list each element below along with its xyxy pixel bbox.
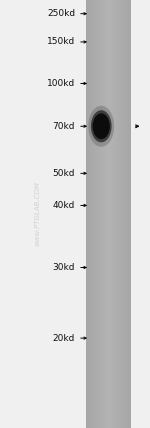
Text: 150kd: 150kd [47,37,75,47]
Text: 100kd: 100kd [47,79,75,88]
Text: 70kd: 70kd [52,122,75,131]
Text: 50kd: 50kd [52,169,75,178]
Ellipse shape [93,113,110,139]
Ellipse shape [88,106,114,147]
Ellipse shape [91,110,112,142]
Text: 30kd: 30kd [52,263,75,272]
Text: 20kd: 20kd [53,333,75,343]
Text: 250kd: 250kd [47,9,75,18]
Text: www.PTGLAB.COM: www.PTGLAB.COM [34,181,40,247]
Text: 40kd: 40kd [53,201,75,210]
